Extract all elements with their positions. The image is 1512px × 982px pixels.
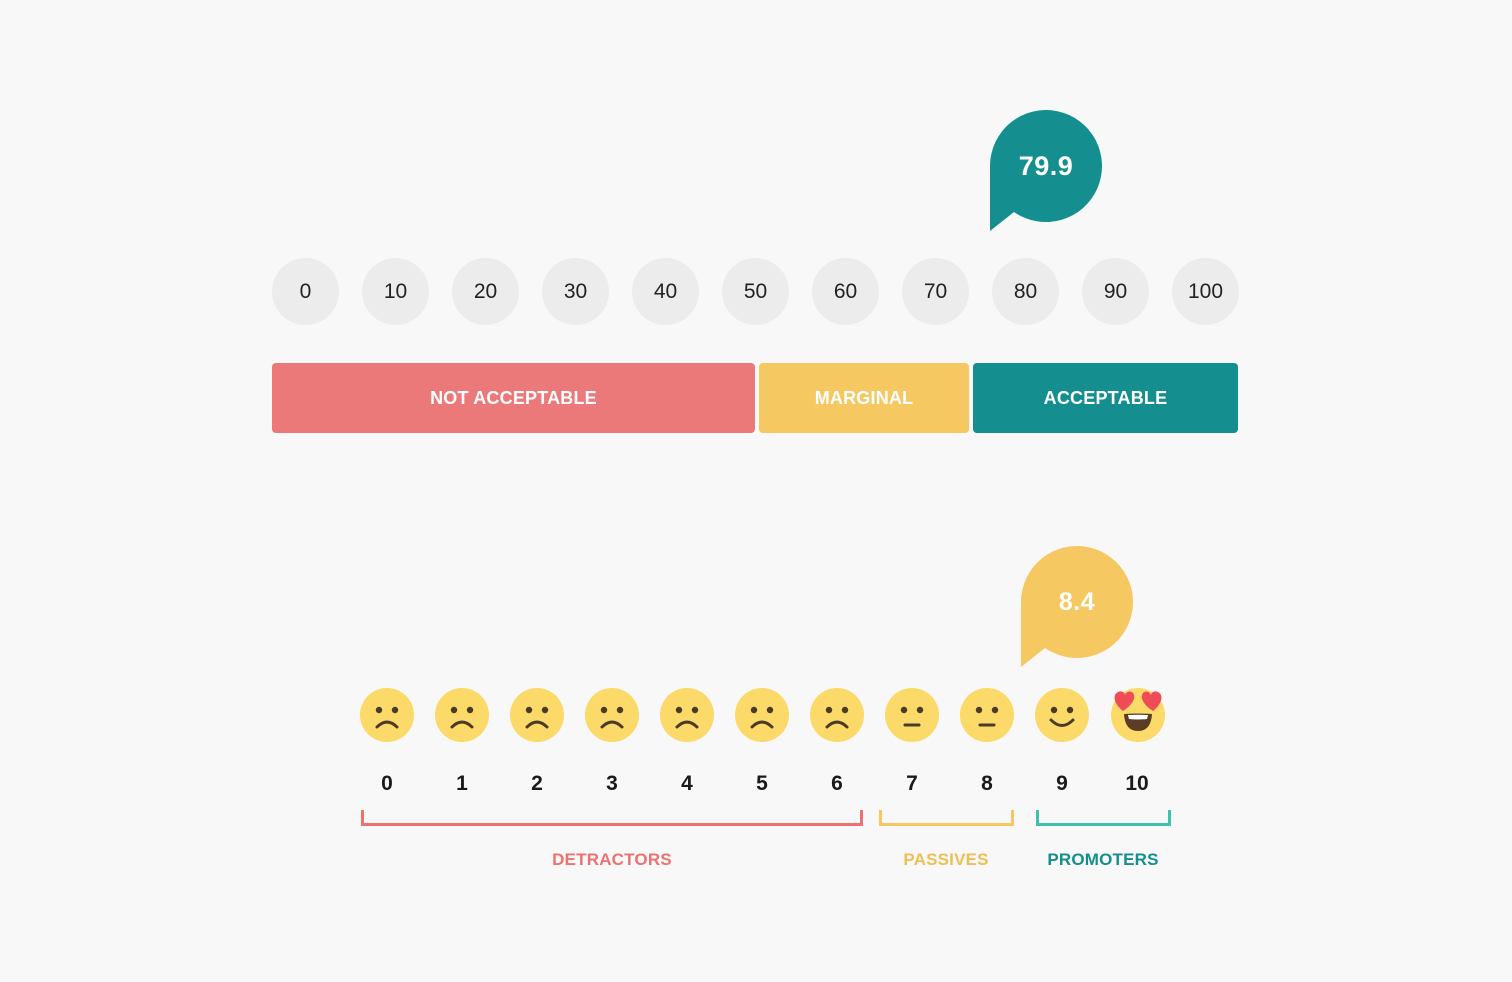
speech-bubble-icon xyxy=(1021,546,1133,667)
nps-score-label: 2 xyxy=(531,772,543,795)
scale-tick: 50 xyxy=(722,258,789,325)
sad-face-icon xyxy=(585,688,639,742)
scale-tick: 0 xyxy=(272,258,339,325)
nps-score-label: 7 xyxy=(906,772,918,795)
nps-score-value: 8.4 xyxy=(1058,588,1096,616)
scale-tick: 40 xyxy=(632,258,699,325)
band-marginal: MARGINAL xyxy=(759,363,969,433)
nps-score-label: 8 xyxy=(981,772,993,795)
sad-face-icon xyxy=(735,688,789,742)
scale-tick: 80 xyxy=(992,258,1059,325)
scale-tick: 100 xyxy=(1172,258,1239,325)
detractors-label: DETRACTORS xyxy=(552,850,672,869)
sad-face-icon xyxy=(810,688,864,742)
detractors-bracket xyxy=(361,810,863,826)
promoters-bracket xyxy=(1036,810,1171,826)
scale-tick: 10 xyxy=(362,258,429,325)
nps-score-label: 4 xyxy=(681,772,693,795)
nps-score-label: 9 xyxy=(1056,772,1068,795)
scale-tick: 30 xyxy=(542,258,609,325)
sus-score-value: 79.9 xyxy=(1018,151,1074,181)
scale-tick: 20 xyxy=(452,258,519,325)
scale-tick: 60 xyxy=(812,258,879,325)
passives-bracket xyxy=(879,810,1014,826)
nps-score-label: 5 xyxy=(756,772,768,795)
sad-face-icon xyxy=(435,688,489,742)
heart-eyes-face-icon xyxy=(1110,686,1166,742)
nps-score-bubble: 8.4 xyxy=(1021,546,1133,667)
nps-score-label: 10 xyxy=(1125,772,1149,795)
scale-tick: 90 xyxy=(1082,258,1149,325)
nps-score-label: 0 xyxy=(381,772,393,795)
sad-face-icon xyxy=(510,688,564,742)
scale-tick: 70 xyxy=(902,258,969,325)
neutral-face-icon xyxy=(960,688,1014,742)
passives-label: PASSIVES xyxy=(903,850,989,869)
sad-face-icon xyxy=(360,688,414,742)
promoters-label: PROMOTERS xyxy=(1047,850,1159,869)
smiling-face-icon xyxy=(1035,688,1089,742)
nps-score-label: 6 xyxy=(831,772,843,795)
speech-bubble-icon xyxy=(990,110,1102,231)
sad-face-icon xyxy=(660,688,714,742)
band-acceptable: ACCEPTABLE xyxy=(973,363,1238,433)
nps-score-label: 3 xyxy=(606,772,618,795)
nps-score-label: 1 xyxy=(456,772,468,795)
neutral-face-icon xyxy=(885,688,939,742)
band-not-acceptable: NOT ACCEPTABLE xyxy=(272,363,755,433)
sus-score-bubble: 79.9 xyxy=(990,110,1102,231)
